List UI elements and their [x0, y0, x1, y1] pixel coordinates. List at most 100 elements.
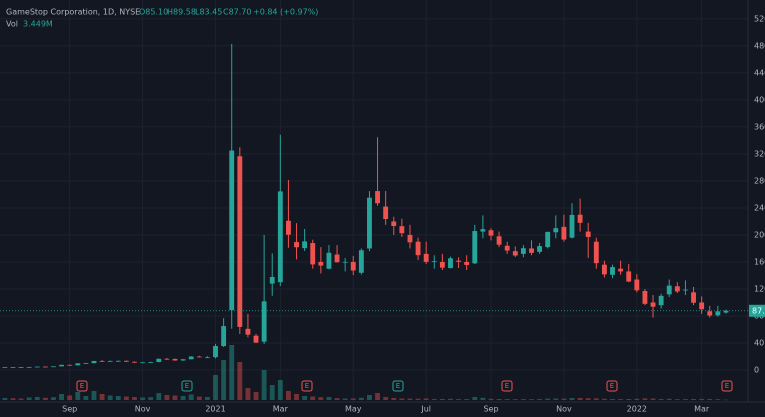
candle-body	[148, 362, 154, 363]
y-tick-label: 0	[754, 366, 759, 375]
candle-body	[707, 311, 713, 316]
y-tick-label: 240	[754, 203, 765, 212]
earnings-markers: E E E E E E E	[76, 380, 733, 392]
volume-bar	[634, 398, 640, 400]
candle-body	[464, 261, 470, 265]
volume-bar	[75, 392, 81, 400]
candle-body	[577, 214, 583, 223]
volume-bar	[172, 395, 178, 400]
candle-body	[99, 360, 105, 362]
volume-bar	[618, 399, 624, 400]
candle-body	[59, 364, 65, 367]
candle-body	[221, 326, 227, 347]
earnings-marker: E	[501, 380, 513, 392]
y-tick-label: 360	[754, 122, 765, 131]
x-tick-label: Mar	[273, 405, 289, 414]
volume-bar	[318, 397, 324, 400]
volume-bar	[83, 396, 89, 400]
y-tick-label: 480	[754, 41, 765, 50]
volume-bar	[237, 362, 243, 400]
candle-body	[67, 364, 73, 366]
y-tick-label: 280	[754, 176, 765, 185]
candle-body	[164, 358, 170, 360]
volume-bar	[707, 399, 713, 400]
candle-body	[132, 361, 137, 363]
y-tick-label: 40	[754, 338, 764, 347]
candle-body	[691, 292, 696, 303]
x-tick-label: 2021	[205, 405, 225, 414]
candle-body	[431, 261, 437, 263]
volume-bar	[545, 398, 551, 400]
volume-bar	[407, 398, 413, 400]
volume-bar	[674, 399, 680, 400]
volume-bar	[488, 398, 494, 400]
volume-bar	[180, 396, 186, 400]
volume-bar	[10, 398, 16, 400]
volume-bar	[196, 396, 202, 400]
volume-bar	[245, 388, 251, 400]
volume-bar	[456, 399, 462, 400]
candle-body	[172, 358, 178, 361]
candle-body	[367, 197, 372, 249]
earnings-marker: E	[76, 380, 88, 392]
x-tick-label: Nov	[135, 405, 151, 414]
volume-bar	[650, 398, 656, 400]
candle-body	[277, 191, 283, 283]
candle-body	[699, 302, 705, 310]
candle-body	[123, 360, 129, 362]
candle-body	[26, 366, 32, 368]
volume-title: Vol	[6, 20, 18, 29]
candle-body	[674, 286, 680, 292]
last-price-box	[749, 304, 765, 317]
candle-body	[634, 279, 640, 291]
candle-body	[213, 346, 218, 358]
candle-body	[472, 231, 478, 264]
volume-bar	[561, 398, 567, 400]
ohlc-open: O85.10	[139, 8, 168, 17]
chart-title: GameStop Corporation, 1D, NYSE	[6, 8, 140, 17]
volume-bar	[439, 399, 445, 400]
candle-body	[545, 231, 551, 248]
volume-bar	[666, 398, 672, 400]
candle-body	[504, 245, 510, 251]
ohlc-close: C87.70	[223, 8, 252, 17]
candle-body	[318, 261, 324, 266]
x-tick-label: Nov	[556, 405, 572, 414]
volume-bar	[610, 399, 615, 400]
earnings-marker: E	[606, 380, 618, 392]
volume-bar	[342, 398, 348, 400]
x-tick-label: 2022	[627, 405, 647, 414]
volume-bar	[383, 397, 389, 400]
volume-bar	[269, 385, 275, 400]
candle-body	[480, 229, 486, 232]
volume-bar	[699, 398, 705, 400]
candle-body	[439, 261, 445, 268]
candle-body	[42, 366, 48, 368]
candle-body	[610, 267, 615, 275]
candle-body	[302, 241, 308, 249]
candle-body	[253, 335, 259, 343]
volume-bar	[423, 398, 429, 400]
y-tick-label: 200	[754, 230, 765, 239]
candle-body	[294, 242, 299, 248]
candle-body	[650, 302, 656, 307]
candle-body	[286, 220, 291, 235]
y-tick-label: 320	[754, 149, 765, 158]
candle-body	[358, 250, 364, 273]
volume-bar	[448, 398, 453, 400]
volume-bar	[537, 399, 543, 400]
x-tick-label: Sep	[483, 405, 498, 414]
candle-body	[350, 261, 356, 271]
candle-body	[569, 214, 575, 238]
volume-bar	[277, 380, 283, 400]
volume-bar	[213, 375, 218, 400]
candle-body	[658, 295, 664, 306]
volume-bar	[358, 397, 364, 400]
candle-body	[391, 221, 397, 226]
volume-bar	[504, 399, 510, 400]
candle-body	[537, 246, 543, 252]
volume-bar	[496, 399, 502, 400]
